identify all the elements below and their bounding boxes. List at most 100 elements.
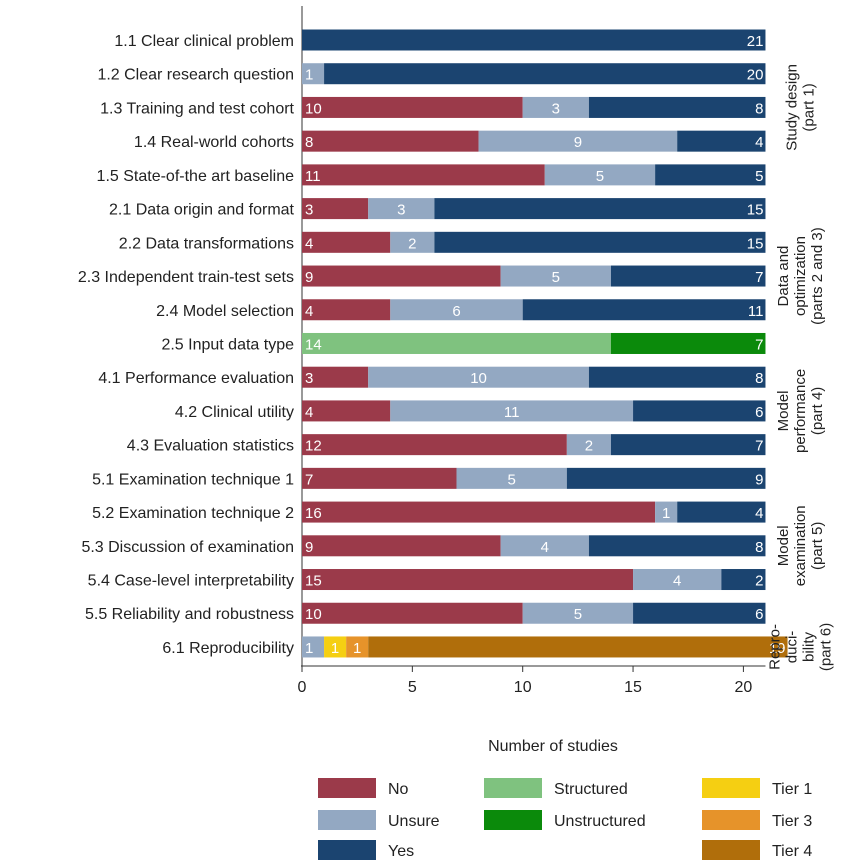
data-label: 14 [305,336,322,353]
bar-segment [588,366,766,388]
bar-segment [522,96,589,118]
bar-segment [302,636,325,658]
category-label: 5.4 Case-level interpretability [88,573,294,590]
legend-swatch [484,778,542,798]
data-label: 10 [305,100,322,117]
bar-segment [324,636,347,658]
bar-segment [588,96,766,118]
data-label: 2 [755,573,763,590]
bar-segment [677,130,766,152]
bar-segment [610,332,766,354]
group-label-line: Repro- [767,624,784,670]
bar-segment [456,467,567,489]
legend-label: Tier 4 [772,843,812,860]
data-label: 11 [504,404,520,421]
data-label: 3 [305,370,313,387]
bar-segment [302,164,545,186]
data-label: 10 [470,370,487,387]
legend-swatch [702,810,760,830]
group-label-line: (part 6) [818,623,835,671]
bar-segment [302,434,567,456]
data-label: 11 [748,303,764,320]
bar-segment [566,434,611,456]
legend-label: Tier 1 [772,781,812,798]
bar-segment [633,400,766,422]
legend-swatch [702,840,760,860]
legend-label: Unsure [388,813,440,830]
bar-segment [324,63,766,85]
data-label: 1 [662,505,670,522]
bar-segment [302,366,369,388]
data-label: 8 [755,100,763,117]
data-label: 6 [755,404,763,421]
data-label: 5 [507,471,515,488]
bar-segment [368,198,435,220]
data-label: 12 [305,438,322,455]
bar-segment [390,231,435,253]
legend-swatch [318,810,376,830]
data-label: 16 [305,505,322,522]
group-label-line: (parts 2 and 3) [809,227,826,325]
x-axis-title: Number of studies [488,738,618,755]
data-label: 4 [673,573,681,590]
data-label: 2 [408,235,416,252]
legend-label: Tier 3 [772,813,812,830]
data-label: 4 [305,235,313,252]
category-label: 4.1 Performance evaluation [98,370,294,387]
bar-segment [302,265,501,287]
data-label: 4 [755,505,763,522]
group-label-line: Model [775,390,792,431]
data-label: 4 [755,134,763,151]
bar-segment [302,299,391,321]
data-label: 6 [755,606,763,623]
data-label: 1 [305,640,313,657]
bar-segment [302,29,766,51]
legend-label: Unstructured [554,813,646,830]
group-label-line: Data and [775,246,792,307]
group-label-line: (part 5) [809,522,826,570]
group-label-line: Model [775,525,792,566]
data-label: 5 [755,168,763,185]
group-label: Modelperformance(part 4) [775,369,826,453]
group-label-line: examination [792,505,809,586]
bar-segment [610,265,766,287]
data-label: 15 [747,202,764,219]
bar-segment [566,467,766,489]
bar-segment [655,501,678,523]
data-label: 7 [755,438,763,455]
bar-segment [677,501,766,523]
category-label: 2.3 Independent train-test sets [78,269,294,286]
bar-segment [522,602,634,624]
data-label: 1 [353,640,361,657]
bar-segment [302,63,325,85]
category-label: 1.1 Clear clinical problem [114,33,294,50]
category-label: 5.1 Examination technique 1 [92,471,294,488]
bar-segment [346,636,369,658]
bar-segment [478,130,678,152]
category-label: 2.2 Data transformations [119,235,294,252]
data-label: 9 [755,471,763,488]
data-label: 4 [541,539,549,556]
data-label: 1 [305,67,313,84]
group-label-line: performance [792,369,809,453]
data-label: 19 [769,640,786,657]
bar-segment [500,265,611,287]
x-tick-label: 5 [408,679,417,696]
data-label: 1 [331,640,339,657]
data-label: 21 [747,33,764,50]
data-label: 20 [747,67,764,84]
group-label: Study design(part 1) [784,64,818,151]
bar-segment [302,569,634,591]
bar-segment [302,198,369,220]
x-tick-label: 10 [514,679,532,696]
bar-segment [633,602,766,624]
category-label: 5.2 Examination technique 2 [92,505,294,522]
data-label: 5 [552,269,560,286]
category-label: 5.5 Reliability and robustness [85,606,294,623]
data-label: 8 [755,370,763,387]
category-label: 2.5 Input data type [161,336,294,353]
data-label: 9 [574,134,582,151]
category-label: 1.4 Real-world cohorts [134,134,294,151]
data-label: 8 [755,539,763,556]
